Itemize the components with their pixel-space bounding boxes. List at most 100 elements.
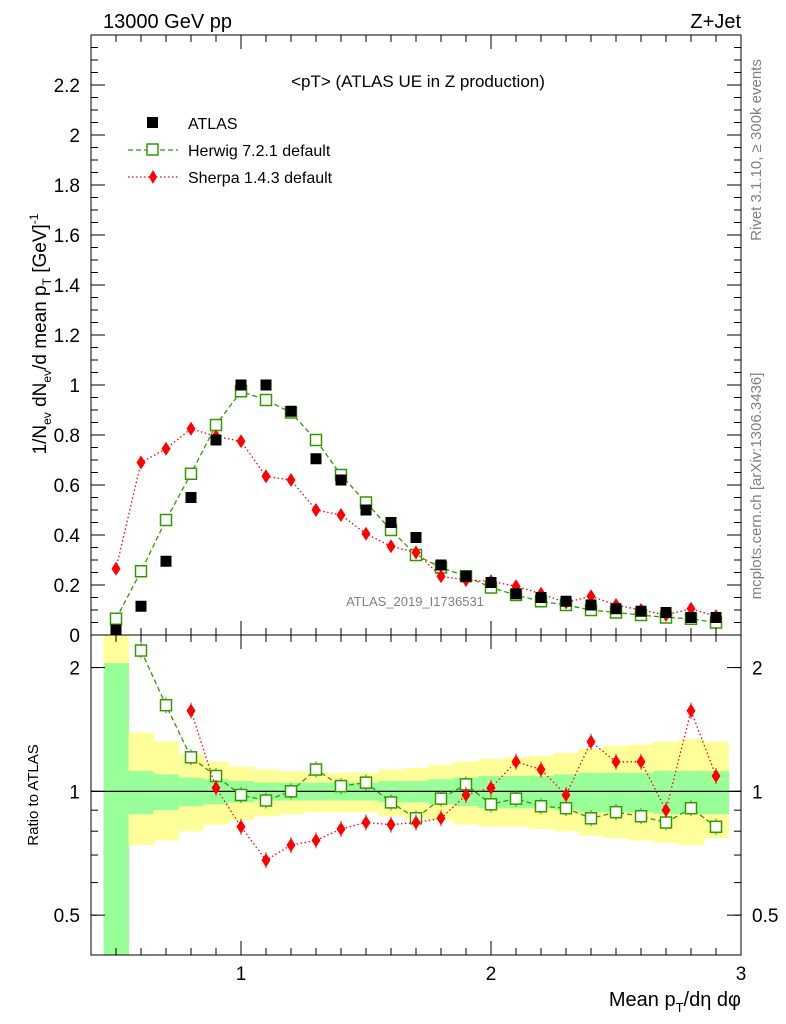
- main-y-axis-label: 1/Nev dNev/d mean pT [GeV]-1: [27, 213, 54, 454]
- tick-label: 3: [736, 964, 747, 985]
- data-point: [685, 612, 697, 623]
- data-point: [411, 545, 421, 560]
- data-point: [136, 455, 146, 470]
- tick-label: 0: [69, 626, 80, 647]
- inner-band-bin: [103, 663, 129, 955]
- data-point: [184, 751, 198, 764]
- data-point: [509, 792, 523, 805]
- tick-label: 2: [69, 126, 80, 147]
- tick-label: 1.6: [54, 226, 80, 247]
- data-point: [460, 570, 472, 582]
- legend-sherpa-label: Sherpa 1.4.3 default: [188, 170, 333, 187]
- data-point: [610, 603, 622, 615]
- data-point: [235, 379, 247, 391]
- ratio-y-axis-label: Ratio to ATLAS: [25, 744, 42, 845]
- data-point: [261, 853, 271, 868]
- tick-label: 1.2: [54, 326, 80, 347]
- data-point: [709, 820, 723, 834]
- data-point: [260, 379, 272, 391]
- data-point: [436, 569, 446, 584]
- data-point: [161, 441, 171, 456]
- data-point: [510, 588, 522, 600]
- series-line: [115, 390, 717, 624]
- data-point: [361, 526, 371, 541]
- data-point: [584, 812, 598, 825]
- x-axis-label: Mean pT/dη dφ: [609, 989, 741, 1015]
- data-point: [385, 517, 397, 528]
- data-point: [261, 469, 271, 484]
- data-point: [234, 788, 248, 802]
- legend-herwig-label: Herwig 7.2.1 default: [188, 143, 331, 160]
- header-left: 13000 GeV pp: [103, 11, 232, 33]
- data-point: [310, 453, 322, 465]
- inner-band-bin: [153, 774, 179, 811]
- data-point: [461, 787, 471, 802]
- tick-label: 2.2: [54, 76, 80, 97]
- data-point: [286, 838, 296, 853]
- axes-layer: 1 2 3 0 0.2 0.4 0.6 0.8 1 1.2 1.4 1.6 1.8 2 2.2 0.5 0.5 1…: [54, 34, 778, 985]
- data-point: [711, 768, 721, 783]
- data-point: [611, 754, 621, 769]
- series-sherpa: [186, 702, 721, 869]
- legend-herwig-marker: [146, 143, 159, 156]
- data-point: [636, 754, 646, 769]
- mcplots-reference-note: mcplots.cern.ch [arXiv:1306.3436]: [748, 373, 765, 600]
- data-point: [436, 811, 446, 826]
- inner-band-bin: [628, 772, 654, 813]
- rivet-version-note: Rivet 3.1.10, ≥ 300k events: [748, 59, 765, 241]
- data-point: [159, 513, 173, 527]
- data-point: [609, 805, 623, 819]
- data-point: [560, 595, 572, 607]
- data-point: [634, 809, 648, 823]
- tick-label: 1: [69, 376, 80, 397]
- tick-label: 0.6: [54, 476, 80, 497]
- data-point: [585, 599, 597, 611]
- main-series-layer: [109, 379, 723, 636]
- tick-label: 0.4: [54, 526, 81, 547]
- data-point: [660, 607, 672, 618]
- tick-label: 2: [752, 659, 763, 680]
- data-point: [684, 801, 698, 815]
- tick-label: 1: [236, 964, 247, 985]
- data-point: [635, 605, 647, 617]
- data-point: [184, 467, 198, 480]
- data-point: [386, 817, 396, 832]
- tick-label: 2: [69, 659, 80, 680]
- data-point: [360, 504, 372, 516]
- data-point: [284, 785, 298, 798]
- data-point: [710, 612, 722, 623]
- data-point: [484, 798, 498, 811]
- data-point: [486, 780, 496, 795]
- data-point: [334, 779, 348, 793]
- data-point: [561, 787, 571, 802]
- data-point: [511, 754, 521, 769]
- analysis-watermark: ATLAS_2019_I1736531: [346, 594, 484, 609]
- data-point: [210, 434, 222, 446]
- data-point: [259, 794, 273, 807]
- data-point: [236, 819, 246, 834]
- legend-atlas-label: ATLAS: [188, 116, 238, 133]
- tick-label: 2: [486, 964, 497, 985]
- data-point: [661, 803, 671, 818]
- tick-label: 1.8: [54, 176, 80, 197]
- data-point: [135, 600, 147, 612]
- tick-label: 1.4: [54, 276, 81, 297]
- data-point: [211, 780, 221, 795]
- data-point: [109, 612, 123, 625]
- data-point: [311, 503, 321, 517]
- data-point: [336, 508, 346, 522]
- data-point: [159, 698, 173, 712]
- data-point: [586, 734, 596, 749]
- legend-sherpa-marker: [149, 170, 157, 184]
- series-herwig: [109, 385, 723, 629]
- inner-band-bin: [578, 772, 604, 813]
- data-point: [485, 577, 497, 588]
- data-point: [336, 821, 346, 836]
- data-point: [111, 561, 121, 576]
- data-point: [259, 393, 273, 407]
- data-point: [335, 474, 347, 486]
- tick-label: 1: [752, 782, 763, 803]
- data-point: [185, 492, 197, 503]
- data-point: [435, 559, 447, 571]
